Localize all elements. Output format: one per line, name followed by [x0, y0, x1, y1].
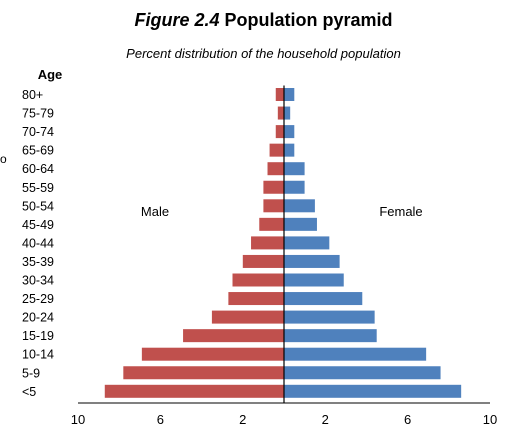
- age-label--5: <5: [22, 385, 36, 399]
- bar-male-25-29: [228, 292, 284, 306]
- age-label-35-39: 35-39: [22, 255, 54, 269]
- x-tick-label: 2: [322, 412, 329, 427]
- bar-male-65-69: [269, 143, 284, 157]
- bar-male-75-79: [277, 106, 284, 120]
- age-label-5-9: 5-9: [22, 366, 40, 380]
- edge-fragment: o: [0, 152, 7, 166]
- bar-female-45-49: [284, 217, 317, 231]
- x-axis-ticks: 10 6 2 2 6 10: [71, 412, 497, 427]
- bar-male-70-74: [275, 125, 284, 139]
- bar-female-20-24: [284, 310, 375, 324]
- bar-female-50-54: [284, 199, 315, 213]
- age-label-45-49: 45-49: [22, 218, 54, 232]
- age-label-30-34: 30-34: [22, 274, 54, 288]
- y-axis-title: Age: [38, 67, 63, 82]
- age-label-25-29: 25-29: [22, 292, 54, 306]
- x-tick-label: 6: [157, 412, 164, 427]
- x-tick-label: 6: [404, 412, 411, 427]
- age-label-55-59: 55-59: [22, 181, 54, 195]
- bar-female-25-29: [284, 292, 363, 306]
- figure-number: Figure 2.4: [134, 10, 220, 30]
- bar-female-55-59: [284, 180, 305, 194]
- age-label-65-69: 65-69: [22, 144, 54, 158]
- bar-male-40-44: [251, 236, 284, 250]
- bar-male-55-59: [263, 180, 284, 194]
- bar-female-40-44: [284, 236, 330, 250]
- category-labels: 80+ 75-79 70-74 65-69 60-64 55-59 50-54 45-49 40…: [22, 88, 54, 399]
- bar-male--5: [104, 384, 284, 398]
- bar-male-15-19: [183, 329, 284, 343]
- age-label-50-54: 50-54: [22, 199, 54, 213]
- x-tick-label: 10: [71, 412, 85, 427]
- bar-female-15-19: [284, 329, 377, 343]
- bar-male-80-: [275, 88, 284, 101]
- bar-male-50-54: [263, 199, 284, 213]
- bar-female--5: [284, 384, 462, 398]
- legend-male: Male: [141, 204, 169, 219]
- age-label-15-19: 15-19: [22, 329, 54, 343]
- age-label-20-24: 20-24: [22, 311, 54, 325]
- chart-subtitle: Percent distribution of the household po…: [126, 46, 401, 61]
- age-label-40-44: 40-44: [22, 236, 54, 250]
- age-label-75-79: 75-79: [22, 107, 54, 121]
- bar-male-20-24: [211, 310, 284, 324]
- bar-female-80-: [284, 88, 295, 101]
- age-label-70-74: 70-74: [22, 125, 54, 139]
- chart-title: Figure 2.4 Population pyramid: [0, 10, 527, 31]
- bar-male-45-49: [259, 217, 284, 231]
- bar-female-5-9: [284, 366, 441, 380]
- figure-title: Population pyramid: [224, 10, 393, 30]
- bar-male-10-14: [141, 347, 284, 361]
- legend-female: Female: [379, 204, 422, 219]
- bar-male-60-64: [267, 162, 284, 176]
- bar-female-30-34: [284, 273, 344, 287]
- bars-layer: [104, 88, 462, 398]
- age-label-10-14: 10-14: [22, 348, 54, 362]
- age-label-60-64: 60-64: [22, 162, 54, 176]
- x-tick-label: 10: [483, 412, 497, 427]
- age-label-80-: 80+: [22, 88, 43, 102]
- bar-male-30-34: [232, 273, 284, 287]
- bar-female-65-69: [284, 143, 295, 157]
- bar-male-35-39: [242, 254, 284, 268]
- bar-female-35-39: [284, 254, 340, 268]
- bar-female-60-64: [284, 162, 305, 176]
- bar-female-70-74: [284, 125, 295, 139]
- bar-female-75-79: [284, 106, 291, 120]
- bar-female-10-14: [284, 347, 427, 361]
- bar-male-5-9: [123, 366, 284, 380]
- x-tick-label: 2: [239, 412, 246, 427]
